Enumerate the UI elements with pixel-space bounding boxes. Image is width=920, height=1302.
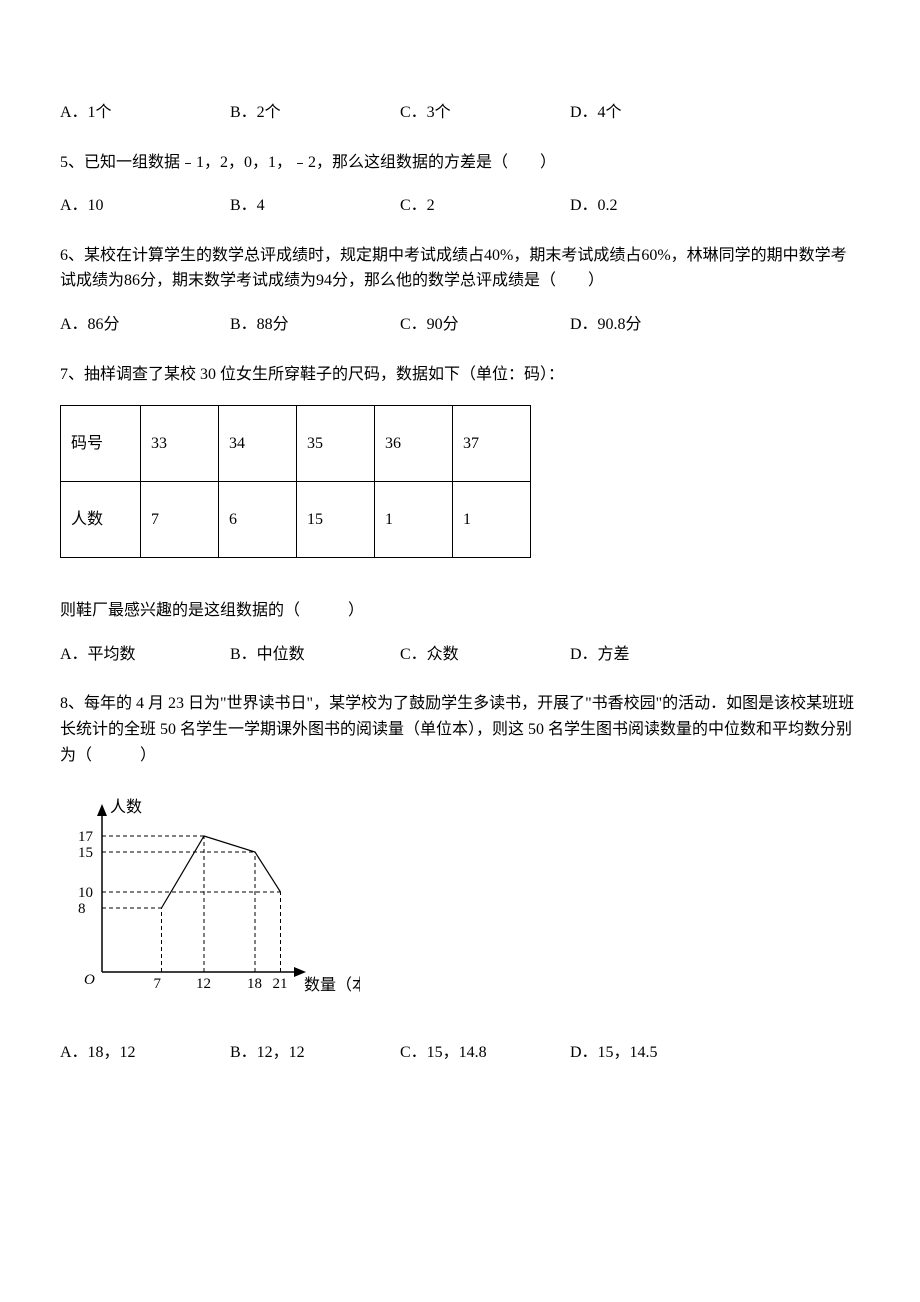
question-text: 5、已知一组数据﹣1，2，0，1，﹣2，那么这组数据的方差是（ ） [60,150,860,176]
option-row: A．10 B．4 C．2 D．0.2 [60,193,860,219]
table-cell: 1 [375,482,453,558]
option-row: A．平均数 B．中位数 C．众数 D．方差 [60,642,860,668]
option-c: C．3个 [400,100,570,126]
table-cell: 7 [141,482,219,558]
option-b: B．4 [230,193,400,219]
table-cell: 15 [297,482,375,558]
svg-text:人数: 人数 [110,798,142,816]
question-text: 7、抽样调查了某校 30 位女生所穿鞋子的尺码，数据如下（单位：码）： [60,362,860,388]
option-a: A．平均数 [60,642,230,668]
svg-text:15: 15 [78,845,93,861]
question-7: 7、抽样调查了某校 30 位女生所穿鞋子的尺码，数据如下（单位：码）： 码号 3… [60,362,860,668]
table-cell: 人数 [61,482,141,558]
svg-text:8: 8 [78,901,86,917]
svg-text:21: 21 [273,976,288,992]
option-row: A．1个 B．2个 C．3个 D．4个 [60,100,860,126]
chart-svg: 人数数量（本） O 810 1517 7 12 18 21 [60,792,360,1012]
option-c: C．15，14.8 [400,1040,570,1066]
svg-text:18: 18 [247,976,262,992]
table-cell: 36 [375,406,453,482]
option-a: A．18，12 [60,1040,230,1066]
option-c: C．90分 [400,312,570,338]
option-d: D．0.2 [570,193,740,219]
option-d: D．方差 [570,642,740,668]
question-8: 8、每年的 4 月 23 日为"世界读书日"，某学校为了鼓励学生多读书，开展了"… [60,691,860,1065]
shoe-size-table: 码号 33 34 35 36 37 人数 7 6 15 1 1 [60,405,531,558]
option-a: A．10 [60,193,230,219]
question-6: 6、某校在计算学生的数学总评成绩时，规定期中考试成绩占40%，期末考试成绩占60… [60,243,860,338]
table-cell: 码号 [61,406,141,482]
option-b: B．中位数 [230,642,400,668]
option-b: B．12，12 [230,1040,400,1066]
option-b: B．2个 [230,100,400,126]
svg-text:数量（本）: 数量（本） [304,976,360,994]
option-row: A．86分 B．88分 C．90分 D．90.8分 [60,312,860,338]
option-a: A．86分 [60,312,230,338]
table-cell: 34 [219,406,297,482]
table-row: 人数 7 6 15 1 1 [61,482,531,558]
option-a: A．1个 [60,100,230,126]
question-4-options: A．1个 B．2个 C．3个 D．4个 [60,100,860,126]
option-d: D．15，14.5 [570,1040,740,1066]
reading-chart: 人数数量（本） O 810 1517 7 12 18 21 [60,792,860,1012]
option-d: D．90.8分 [570,312,740,338]
svg-text:10: 10 [78,885,93,901]
table-cell: 1 [453,482,531,558]
table-row: 码号 33 34 35 36 37 [61,406,531,482]
svg-text:7: 7 [154,976,162,992]
question-followup: 则鞋厂最感兴趣的是这组数据的（ ） [60,598,860,624]
table-cell: 35 [297,406,375,482]
option-d: D．4个 [570,100,740,126]
question-5: 5、已知一组数据﹣1，2，0，1，﹣2，那么这组数据的方差是（ ） A．10 B… [60,150,860,219]
table-cell: 37 [453,406,531,482]
option-c: C．2 [400,193,570,219]
svg-text:O: O [84,972,95,988]
option-c: C．众数 [400,642,570,668]
table-cell: 33 [141,406,219,482]
question-text: 8、每年的 4 月 23 日为"世界读书日"，某学校为了鼓励学生多读书，开展了"… [60,691,860,768]
table-cell: 6 [219,482,297,558]
svg-text:12: 12 [196,976,211,992]
question-text: 6、某校在计算学生的数学总评成绩时，规定期中考试成绩占40%，期末考试成绩占60… [60,243,860,294]
option-row: A．18，12 B．12，12 C．15，14.8 D．15，14.5 [60,1040,860,1066]
option-b: B．88分 [230,312,400,338]
svg-text:17: 17 [78,829,94,845]
